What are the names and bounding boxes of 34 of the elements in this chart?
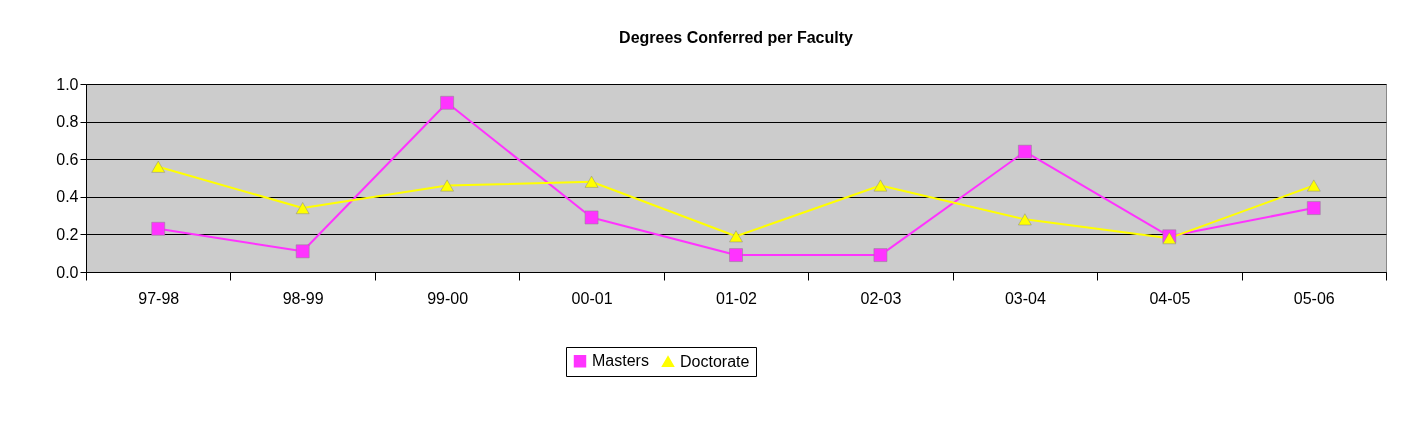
x-tick-label: 05-06 (1293, 289, 1335, 307)
x-tick-label: 01-02 (716, 289, 758, 307)
x-tick-label: 99-00 (427, 289, 469, 307)
y-tick-label: 0.6 (56, 150, 79, 168)
x-tick-label: 03-04 (1004, 289, 1046, 307)
point (440, 96, 454, 110)
point (729, 248, 743, 262)
y-tick-label: 0.0 (56, 263, 79, 281)
point (295, 244, 310, 259)
point (440, 179, 454, 192)
point (295, 202, 310, 214)
point (584, 210, 599, 225)
y-tick-label: 0.4 (56, 188, 79, 206)
point (729, 230, 743, 243)
y-tick-label: 1.0 (56, 75, 79, 93)
point (1307, 179, 1321, 192)
y-tick-label: 0.8 (56, 113, 79, 131)
x-tick-label: 00-01 (571, 289, 613, 307)
point (1307, 201, 1321, 215)
legend-label: Masters (592, 352, 649, 370)
point (873, 248, 888, 262)
x-tick-label: 02-03 (860, 289, 902, 307)
x-tick-label: 98-99 (282, 289, 324, 307)
point (151, 160, 165, 173)
point (1018, 213, 1032, 226)
chart-title: Degrees Conferred per Faculty (619, 29, 854, 46)
x-tick-label: 97-98 (138, 289, 180, 307)
point (584, 175, 599, 188)
point (873, 179, 888, 192)
point (1018, 144, 1032, 159)
x-tick-label: 04-05 (1149, 289, 1191, 307)
legend-label: Doctorate (680, 352, 750, 370)
y-tick-label: 0.2 (56, 225, 79, 243)
point (151, 221, 165, 236)
